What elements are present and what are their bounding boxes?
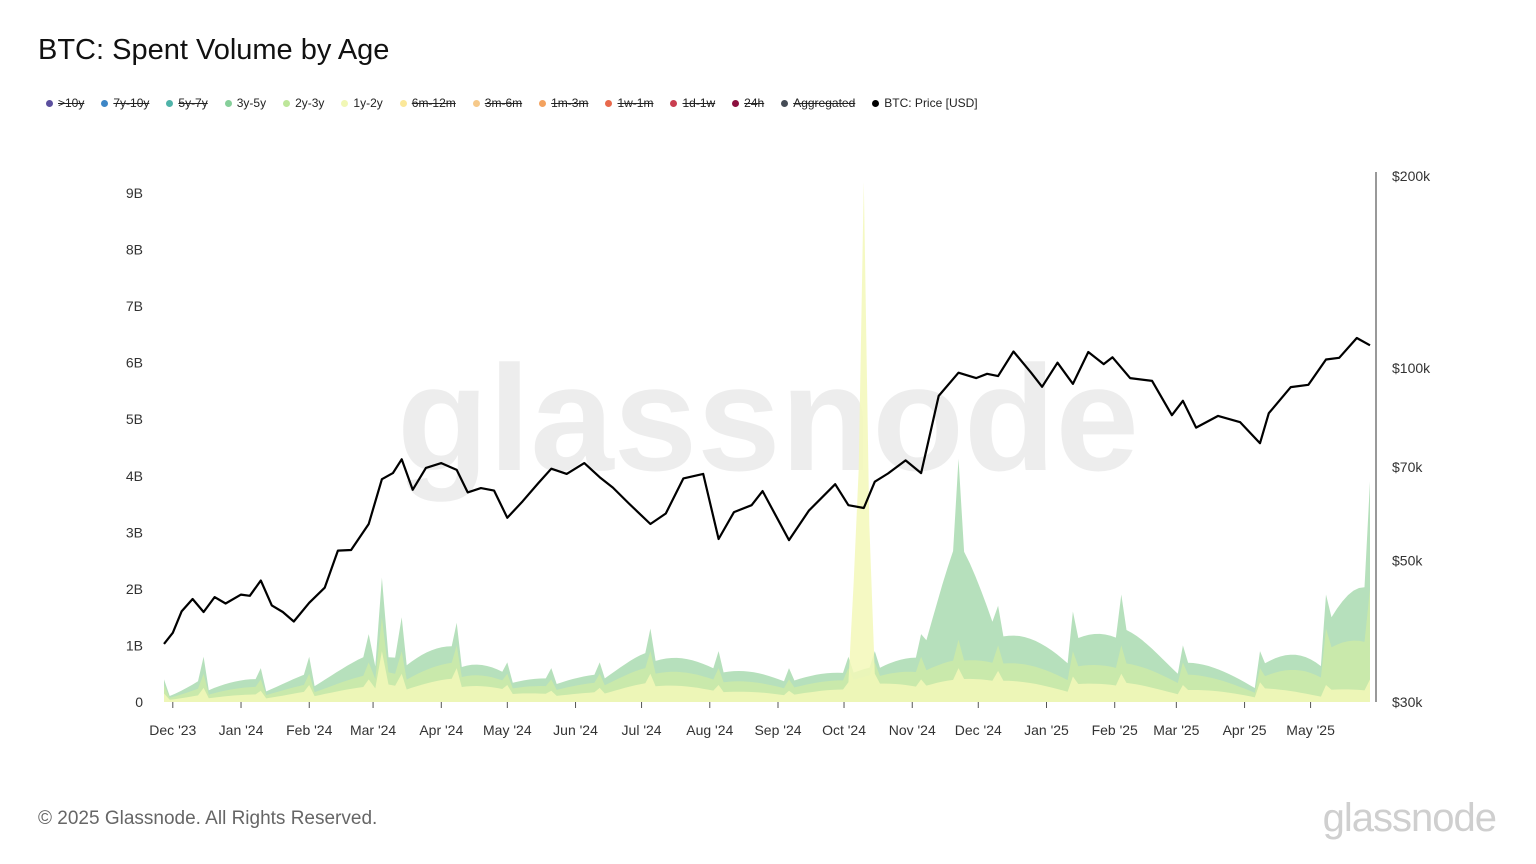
legend-dot xyxy=(46,99,53,107)
x-tick-label: Nov '24 xyxy=(889,722,936,738)
y-left-tick-label: 2B xyxy=(126,581,143,597)
y-left-tick-label: 4B xyxy=(126,468,143,484)
legend-dot xyxy=(539,99,547,107)
legend-label: 1m-3m xyxy=(551,96,589,110)
x-tick-label: Jan '25 xyxy=(1024,722,1069,738)
legend-item-0[interactable]: >10y xyxy=(46,96,84,110)
y-right-tick-label: $50k xyxy=(1392,552,1423,568)
legend-item-6[interactable]: 6m-12m xyxy=(399,96,456,110)
legend-item-3[interactable]: 3y-5y xyxy=(224,96,267,110)
legend-item-7[interactable]: 3m-6m xyxy=(472,96,523,110)
y-left-tick-label: 9B xyxy=(126,185,143,201)
x-tick-label: Jun '24 xyxy=(553,722,598,738)
x-tick-label: Feb '25 xyxy=(1092,722,1138,738)
x-tick-label: Apr '25 xyxy=(1223,722,1267,738)
legend-label: 24h xyxy=(744,96,765,110)
legend-item-2[interactable]: 5y-7y xyxy=(166,96,208,110)
glassnode-logo: glassnode xyxy=(1322,796,1497,840)
x-tick-label: Sep '24 xyxy=(754,722,801,738)
legend-item-13[interactable]: BTC: Price [USD] xyxy=(872,96,978,110)
y-right-tick-label: $30k xyxy=(1392,694,1423,710)
legend-item-12[interactable]: Aggregated xyxy=(781,96,855,110)
copyright-text: © 2025 Glassnode. All Rights Reserved. xyxy=(38,808,378,829)
y-left-tick-label: 1B xyxy=(126,637,143,653)
chart-title: BTC: Spent Volume by Age xyxy=(38,34,390,66)
legend-dot xyxy=(781,99,789,107)
legend-dot xyxy=(341,99,349,107)
y-left-tick-label: 5B xyxy=(126,411,143,427)
x-tick-label: Dec '23 xyxy=(149,722,196,738)
legend-dot xyxy=(166,99,174,107)
watermark: glassnode xyxy=(397,334,1139,502)
legend-label: 3m-6m xyxy=(484,96,523,110)
x-tick-label: Dec '24 xyxy=(955,722,1002,738)
x-tick-label: Mar '24 xyxy=(350,722,396,738)
y-left-tick-label: 8B xyxy=(126,242,143,258)
legend-label: 3y-5y xyxy=(236,96,267,110)
legend-item-8[interactable]: 1m-3m xyxy=(539,96,588,110)
y-left-tick-label: 0 xyxy=(135,694,143,710)
price-line xyxy=(163,336,1371,645)
x-tick-label: Jul '24 xyxy=(622,722,662,738)
y-left-tick-label: 7B xyxy=(126,298,143,314)
legend-item-1[interactable]: 7y-10y xyxy=(101,96,149,110)
legend-label: 2y-3y xyxy=(295,96,325,110)
legend-label: 5y-7y xyxy=(178,96,208,110)
x-tick-label: May '24 xyxy=(483,722,532,738)
x-tick-label: Oct '24 xyxy=(822,722,866,738)
legend-label: Aggregated xyxy=(793,96,856,110)
y-right-tick-label: $70k xyxy=(1392,459,1423,475)
area-2y-3y xyxy=(164,588,1370,702)
x-tick-label: Apr '24 xyxy=(419,722,463,738)
legend-item-5[interactable]: 1y-2y xyxy=(341,96,383,110)
legend-label: 7y-10y xyxy=(113,96,150,110)
x-tick-label: Feb '24 xyxy=(286,722,332,738)
legend-label: 1w-1m xyxy=(617,96,654,110)
legend-item-9[interactable]: 1w-1m xyxy=(605,96,653,110)
legend-dot xyxy=(283,99,291,107)
legend-label: 1d-1w xyxy=(682,96,716,110)
legend-item-4[interactable]: 2y-3y xyxy=(283,96,324,110)
y-left-tick-label: 6B xyxy=(126,355,143,371)
legend: >10y 7y-10y 5y-7y 3y-5y 2y-3y 1y-2y 6m-12m 3m-6… xyxy=(46,96,995,110)
legend-item-10[interactable]: 1d-1w xyxy=(670,96,715,110)
legend-label: BTC: Price [USD] xyxy=(884,96,978,110)
legend-label: 1y-2y xyxy=(353,96,383,110)
x-tick-label: Mar '25 xyxy=(1153,722,1199,738)
x-tick-label: Jan '24 xyxy=(219,722,264,738)
legend-label: >10y xyxy=(58,96,85,110)
legend-item-11[interactable]: 24h xyxy=(732,96,764,110)
legend-dot xyxy=(732,99,740,107)
y-right-tick-label: $200k xyxy=(1392,168,1431,184)
legend-label: 6m-12m xyxy=(411,96,456,110)
y-left-tick-label: 3B xyxy=(126,524,143,540)
legend-dot xyxy=(670,99,678,107)
legend-dot xyxy=(872,99,880,107)
legend-dot xyxy=(224,99,232,107)
x-tick-label: Aug '24 xyxy=(686,722,733,738)
legend-dot xyxy=(101,99,109,107)
y-right-tick-label: $100k xyxy=(1392,360,1431,376)
legend-dot xyxy=(605,99,613,107)
legend-dot xyxy=(399,99,407,107)
x-tick-label: May '25 xyxy=(1286,722,1335,738)
legend-dot xyxy=(472,99,480,107)
